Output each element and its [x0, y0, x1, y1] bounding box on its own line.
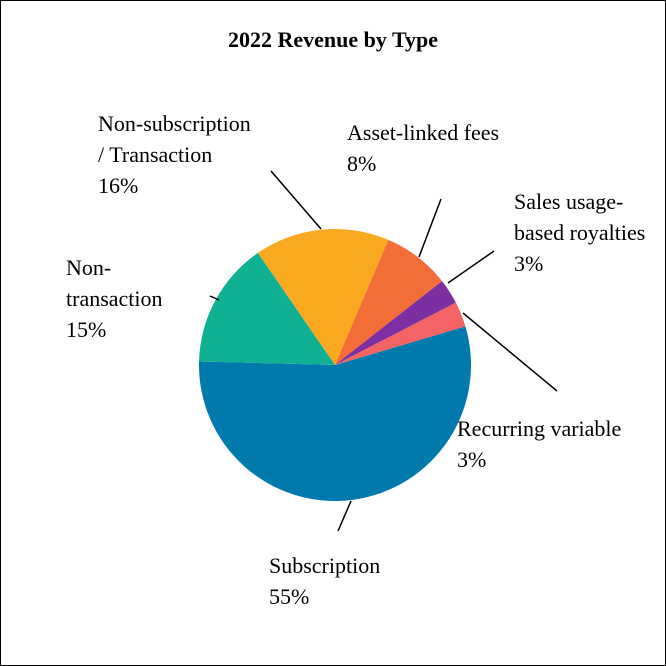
slice-label: Recurring variable 3% — [457, 413, 665, 475]
category-label: Non-subscription / Transaction — [98, 111, 251, 167]
value-label: 16% — [98, 173, 139, 198]
value-label: 3% — [514, 251, 544, 276]
pie-slice — [199, 252, 335, 365]
pie-slice — [335, 302, 466, 365]
slice-label: Asset-linked fees 8% — [347, 117, 577, 179]
leader-line — [209, 295, 220, 301]
leader-line — [270, 170, 322, 230]
slice-label: Subscription 55% — [269, 550, 469, 612]
value-label: 55% — [269, 584, 310, 609]
slice-label: Non-subscription / Transaction 16% — [98, 108, 258, 201]
value-label: 3% — [457, 447, 487, 472]
category-label: Asset-linked fees — [347, 120, 500, 145]
value-label: 15% — [66, 317, 107, 342]
leader-line — [447, 250, 495, 284]
category-label: Recurring variable — [457, 416, 622, 441]
category-label: Non-transaction — [66, 255, 163, 311]
category-label: Subscription — [269, 553, 381, 578]
slice-label: Non-transaction 15% — [66, 252, 191, 345]
pie-slice — [257, 229, 389, 365]
pie-slice — [198, 326, 471, 502]
leader-line — [337, 500, 352, 532]
leader-line — [462, 312, 558, 392]
slice-label: Sales usage-based royalties 3% — [514, 186, 652, 279]
chart-title: 2022 Revenue by Type — [227, 27, 439, 52]
leader-line — [418, 198, 442, 258]
pie-slice — [335, 239, 443, 365]
value-label: 8% — [347, 151, 377, 176]
category-label: Sales usage-based royalties — [514, 189, 646, 245]
pie-slice — [335, 281, 456, 365]
